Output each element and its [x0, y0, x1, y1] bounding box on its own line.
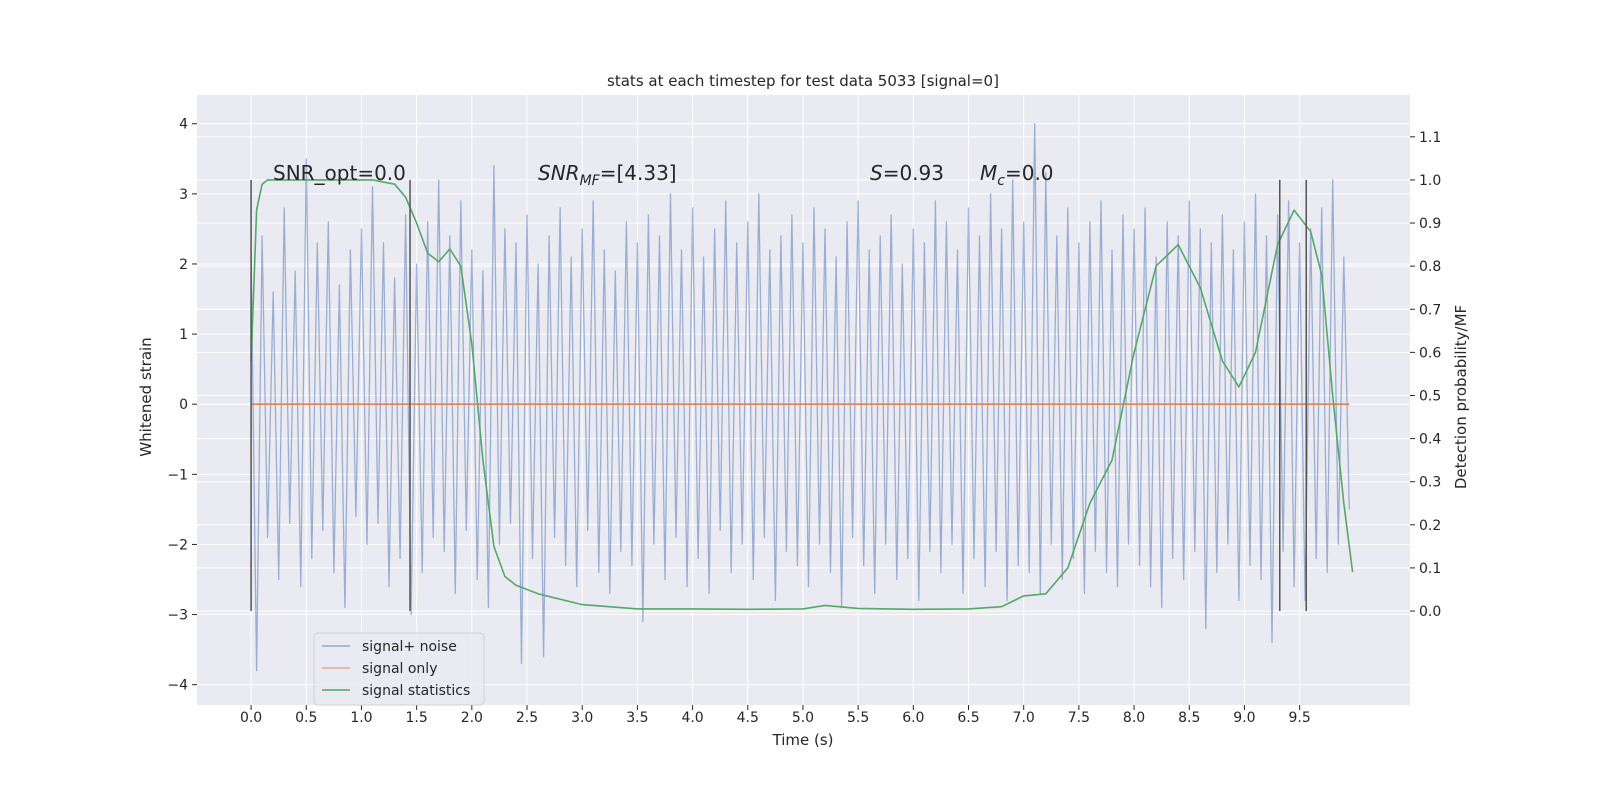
y-tick-label: 1 [179, 327, 188, 343]
annotation-text: S [870, 161, 883, 185]
annotation: SNR_opt=0.0 [273, 161, 406, 185]
annotations: SNR_opt=0.0 SNRMF=[4.33] S=0.93 Mc=0.0 [273, 161, 1054, 189]
annotation-text: M [980, 161, 997, 185]
y2-tick-label: 0.3 [1419, 475, 1441, 491]
x-tick-label: 2.0 [461, 710, 483, 726]
x-tick-label: 0.5 [295, 710, 317, 726]
annotation: S=0.93 [870, 161, 944, 185]
chart-title: stats at each timestep for test data 503… [607, 72, 999, 90]
annotation: SNRMF=[4.33] [538, 161, 677, 189]
y-tick-label: 3 [179, 187, 188, 203]
y2-tick-label: 0.2 [1419, 518, 1441, 534]
y2-tick-label: 0.5 [1419, 388, 1441, 404]
y2-tick-label: 0.9 [1419, 216, 1441, 232]
grid [197, 95, 1410, 705]
x-tick-label: 8.5 [1178, 710, 1200, 726]
x-tick-label: 2.5 [516, 710, 538, 726]
x-tick-label: 7.5 [1068, 710, 1090, 726]
x-tick-label: 6.5 [957, 710, 979, 726]
series-line [250, 179, 1354, 611]
plot-area [197, 95, 1410, 705]
annotation-text: SNR [538, 161, 580, 185]
x-tick-label: 1.5 [406, 710, 428, 726]
annotation-rest: =0.0 [1005, 161, 1054, 185]
y2-tick-label: 1.1 [1419, 130, 1441, 146]
y2-tick-label: 0.0 [1419, 604, 1441, 620]
y-tick-label: 0 [179, 397, 188, 413]
ticks: 0.0 0.5 1.0 1.5 2.0 2.5 3.0 3.5 4.0 4.5 5.0 5.5 6.0 6… [167, 117, 1441, 726]
legend-label: signal only [362, 661, 437, 677]
y-tick-label: −3 [167, 608, 188, 624]
x-tick-label: 8.0 [1123, 710, 1145, 726]
y2-tick-label: 0.4 [1419, 432, 1441, 448]
y-tick-label: 2 [179, 257, 188, 273]
x-tick-label: 6.0 [902, 710, 924, 726]
y2-tick-label: 0.8 [1419, 259, 1441, 275]
x-tick-label: 5.0 [792, 710, 814, 726]
y-tick-label: −1 [167, 467, 188, 483]
x-tick-label: 9.0 [1233, 710, 1255, 726]
x-tick-label: 5.5 [847, 710, 869, 726]
y2-axis-label: Detection probability/MF [1452, 305, 1470, 489]
x-tick-label: 4.5 [737, 710, 759, 726]
legend-label: signal statistics [362, 683, 470, 699]
x-tick-label: 9.5 [1288, 710, 1310, 726]
marks [250, 123, 1354, 672]
annotation-sub: c [997, 173, 1005, 189]
y2-tick-label: 0.6 [1419, 345, 1441, 361]
x-tick-label: 3.5 [626, 710, 648, 726]
x-tick-label: 3.0 [571, 710, 593, 726]
x-tick-label: 1.0 [350, 710, 372, 726]
legend-label: signal+ noise [362, 639, 457, 655]
y2-tick-label: 1.0 [1419, 173, 1441, 189]
y-tick-label: −2 [167, 537, 188, 553]
annotation-sub: MF [580, 173, 601, 189]
annotation-rest: =[4.33] [600, 161, 677, 185]
y-tick-label: 4 [179, 117, 188, 133]
x-tick-label: 0.0 [240, 710, 262, 726]
y-tick-label: −4 [167, 678, 188, 694]
annotation: Mc=0.0 [980, 161, 1054, 189]
annotation-text: SNR_opt=0.0 [273, 161, 406, 185]
y2-tick-label: 0.7 [1419, 302, 1441, 318]
x-axis-label: Time (s) [772, 731, 834, 749]
y-axis-label: Whitened strain [137, 337, 155, 456]
annotation-rest: =0.93 [883, 161, 944, 185]
y2-tick-label: 0.1 [1419, 561, 1441, 577]
legend-box [313, 632, 485, 706]
x-tick-label: 4.0 [681, 710, 703, 726]
x-tick-label: 7.0 [1013, 710, 1035, 726]
legend: signal+ noise signal only signal statistic… [313, 632, 485, 706]
